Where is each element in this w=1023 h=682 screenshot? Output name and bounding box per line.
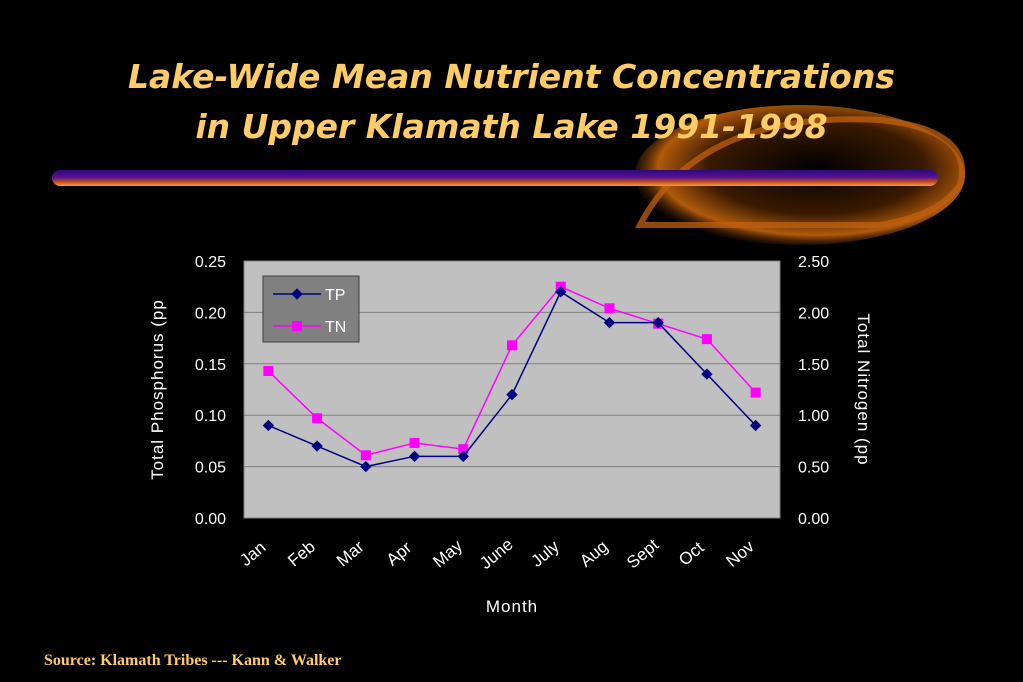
x-tick-label: Jan: [236, 538, 269, 570]
point-tp: [311, 440, 323, 452]
y-left-tick-label: 0.20: [195, 305, 226, 322]
y-right-tick-label: 2.00: [798, 305, 829, 322]
point-tp: [603, 316, 616, 329]
point-tp: [749, 419, 762, 432]
legend-marker-tp: [291, 288, 303, 300]
y-left-tick-label: 0.25: [195, 254, 226, 271]
point-tp: [652, 316, 664, 329]
legend-marker-tn: [292, 321, 302, 331]
slide-title-line-2: in Upper Klamath Lake 1991-1998: [195, 107, 828, 146]
y-right-tick-label: 2.50: [798, 254, 829, 271]
y-left-tick-label: 0.15: [195, 357, 226, 374]
slide-title-line-1: Lake-Wide Mean Nutrient Concentrations: [128, 57, 895, 96]
point-tp: [360, 460, 372, 473]
point-tn: [458, 444, 469, 455]
slide-title: Lake-Wide Mean Nutrient Concentrations i…: [0, 52, 1023, 152]
legend-label-tp: TP: [325, 287, 345, 304]
source-credit: Source: Klamath Tribes --- Kann & Walker: [44, 652, 342, 669]
x-tick-label: Aug: [576, 537, 611, 571]
x-tick-label: Nov: [722, 536, 758, 570]
point-tn: [263, 365, 274, 376]
y-left-tick-label: 0.10: [195, 408, 226, 425]
y-right-axis-title: Total Nitrogen (pp: [854, 313, 873, 465]
point-tn: [507, 340, 517, 351]
x-tick-label: Sept: [623, 535, 662, 572]
point-tp: [555, 286, 567, 298]
point-tp: [408, 450, 421, 463]
y-left-tick-label: 0.05: [195, 460, 226, 477]
y-right-tick-label: 0.50: [798, 460, 829, 477]
point-tn: [312, 413, 323, 424]
title-underline-bar: [52, 170, 938, 186]
x-axis-title: Month: [486, 597, 538, 616]
x-tick-label: Feb: [284, 537, 319, 570]
point-tp: [262, 419, 275, 432]
point-tn: [409, 437, 420, 448]
y-right-tick-label: 1.00: [798, 408, 829, 425]
point-tp: [506, 388, 518, 401]
x-tick-label: Oct: [675, 538, 708, 570]
point-tn: [750, 387, 761, 398]
y-right-tick-label: 0.00: [798, 511, 829, 528]
x-tick-label: Mar: [333, 537, 368, 571]
point-tn: [360, 450, 371, 461]
y-left-tick-label: 0.00: [195, 511, 226, 528]
x-tick-label: Apr: [383, 538, 416, 570]
point-tn: [701, 334, 712, 345]
x-tick-label: May: [429, 536, 466, 572]
point-tp: [457, 450, 469, 463]
legend-box: [262, 275, 360, 343]
y-right-tick-label: 1.50: [798, 357, 829, 374]
y-left-axis-title: Total Phosphorus (pp: [148, 299, 167, 480]
point-tp: [701, 368, 713, 380]
legend-label-tn: TN: [325, 319, 346, 336]
x-tick-label: July: [528, 536, 564, 570]
x-tick-label: June: [476, 535, 516, 573]
point-tn: [604, 303, 615, 314]
